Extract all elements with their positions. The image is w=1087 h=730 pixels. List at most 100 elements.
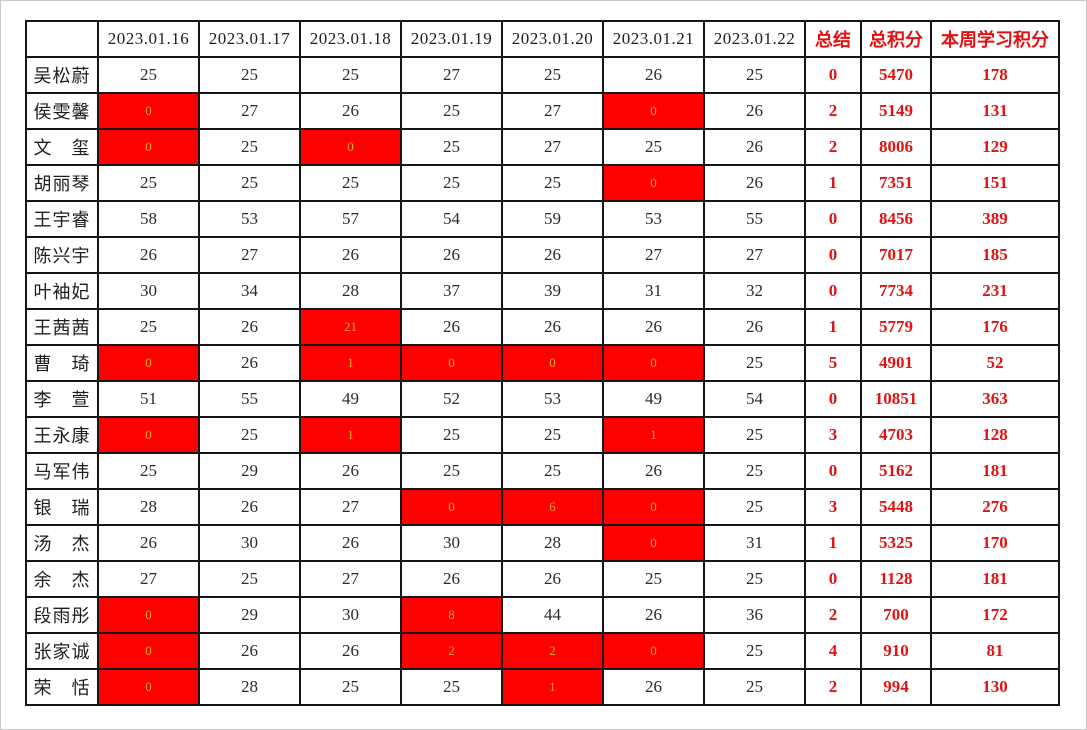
day-score-cell[interactable]: 26 — [400, 308, 503, 346]
day-score-cell[interactable]: 30 — [400, 524, 503, 562]
week-points-cell[interactable]: 52 — [930, 344, 1060, 382]
day-score-cell[interactable]: 36 — [703, 596, 806, 634]
day-score-cell-flagged[interactable]: 1 — [602, 416, 705, 454]
day-score-cell[interactable]: 25 — [97, 164, 200, 202]
total-points-cell[interactable]: 5162 — [860, 452, 932, 490]
day-score-cell-flagged[interactable]: 0 — [602, 344, 705, 382]
day-score-cell[interactable]: 26 — [703, 164, 806, 202]
corner-cell[interactable] — [25, 20, 99, 58]
student-name-cell[interactable]: 文 玺 — [25, 128, 99, 166]
week-points-cell[interactable]: 389 — [930, 200, 1060, 238]
day-score-cell[interactable]: 26 — [299, 632, 402, 670]
week-points-cell[interactable]: 170 — [930, 524, 1060, 562]
day-score-cell[interactable]: 26 — [602, 596, 705, 634]
summary-count-cell[interactable]: 2 — [804, 668, 862, 706]
day-score-cell[interactable]: 52 — [400, 380, 503, 418]
day-score-cell[interactable]: 27 — [198, 92, 301, 130]
total-points-cell[interactable]: 4703 — [860, 416, 932, 454]
day-score-cell[interactable]: 27 — [703, 236, 806, 274]
day-score-cell[interactable]: 25 — [198, 164, 301, 202]
day-score-cell[interactable]: 25 — [400, 668, 503, 706]
week-points-cell[interactable]: 130 — [930, 668, 1060, 706]
day-score-cell-flagged[interactable]: 0 — [299, 128, 402, 166]
day-score-cell-flagged[interactable]: 6 — [501, 488, 604, 526]
day-score-cell[interactable]: 25 — [97, 56, 200, 94]
student-name-cell[interactable]: 银 瑞 — [25, 488, 99, 526]
day-score-cell[interactable]: 26 — [501, 308, 604, 346]
summary-count-cell[interactable]: 0 — [804, 236, 862, 274]
week-points-cell[interactable]: 131 — [930, 92, 1060, 130]
week-points-cell[interactable]: 176 — [930, 308, 1060, 346]
day-score-cell-flagged[interactable]: 0 — [602, 164, 705, 202]
day-score-cell-flagged[interactable]: 1 — [299, 416, 402, 454]
day-score-cell[interactable]: 27 — [299, 560, 402, 598]
day-score-cell[interactable]: 53 — [602, 200, 705, 238]
day-score-cell-flagged[interactable]: 0 — [97, 668, 200, 706]
day-score-cell[interactable]: 28 — [97, 488, 200, 526]
summary-count-cell[interactable]: 4 — [804, 632, 862, 670]
total-points-cell[interactable]: 5448 — [860, 488, 932, 526]
day-score-cell[interactable]: 55 — [703, 200, 806, 238]
summary-count-cell[interactable]: 0 — [804, 272, 862, 310]
day-score-cell[interactable]: 53 — [198, 200, 301, 238]
date-column-header[interactable]: 2023.01.19 — [400, 20, 503, 58]
day-score-cell[interactable]: 25 — [602, 128, 705, 166]
day-score-cell[interactable]: 34 — [198, 272, 301, 310]
day-score-cell[interactable]: 25 — [198, 416, 301, 454]
day-score-cell[interactable]: 25 — [703, 668, 806, 706]
student-name-cell[interactable]: 张家诚 — [25, 632, 99, 670]
date-column-header[interactable]: 2023.01.21 — [602, 20, 705, 58]
student-name-cell[interactable]: 王茜茜 — [25, 308, 99, 346]
day-score-cell[interactable]: 26 — [400, 236, 503, 274]
day-score-cell[interactable]: 28 — [299, 272, 402, 310]
day-score-cell[interactable]: 25 — [703, 488, 806, 526]
total-points-cell[interactable]: 4901 — [860, 344, 932, 382]
day-score-cell-flagged[interactable]: 0 — [97, 416, 200, 454]
total-points-cell[interactable]: 5325 — [860, 524, 932, 562]
day-score-cell[interactable]: 54 — [400, 200, 503, 238]
day-score-cell[interactable]: 58 — [97, 200, 200, 238]
summary-count-cell[interactable]: 3 — [804, 488, 862, 526]
day-score-cell[interactable]: 25 — [703, 452, 806, 490]
day-score-cell[interactable]: 25 — [602, 560, 705, 598]
day-score-cell[interactable]: 55 — [198, 380, 301, 418]
day-score-cell-flagged[interactable]: 2 — [501, 632, 604, 670]
day-score-cell[interactable]: 25 — [400, 92, 503, 130]
week-points-cell[interactable]: 151 — [930, 164, 1060, 202]
student-name-cell[interactable]: 胡丽琴 — [25, 164, 99, 202]
day-score-cell[interactable]: 51 — [97, 380, 200, 418]
day-score-cell[interactable]: 26 — [703, 308, 806, 346]
student-name-cell[interactable]: 陈兴宇 — [25, 236, 99, 274]
student-name-cell[interactable]: 吴松蔚 — [25, 56, 99, 94]
day-score-cell[interactable]: 25 — [198, 128, 301, 166]
week-points-cell[interactable]: 231 — [930, 272, 1060, 310]
day-score-cell[interactable]: 26 — [97, 524, 200, 562]
total-points-cell[interactable]: 7734 — [860, 272, 932, 310]
day-score-cell[interactable]: 25 — [501, 416, 604, 454]
date-column-header[interactable]: 2023.01.17 — [198, 20, 301, 58]
day-score-cell[interactable]: 25 — [703, 56, 806, 94]
day-score-cell-flagged[interactable]: 0 — [97, 92, 200, 130]
week-points-cell[interactable]: 363 — [930, 380, 1060, 418]
day-score-cell[interactable]: 26 — [299, 92, 402, 130]
day-score-cell-flagged[interactable]: 0 — [602, 488, 705, 526]
day-score-cell[interactable]: 31 — [602, 272, 705, 310]
day-score-cell[interactable]: 27 — [501, 128, 604, 166]
date-column-header[interactable]: 2023.01.20 — [501, 20, 604, 58]
total-points-cell[interactable]: 8456 — [860, 200, 932, 238]
day-score-cell[interactable]: 25 — [198, 560, 301, 598]
summary-count-cell[interactable]: 3 — [804, 416, 862, 454]
day-score-cell[interactable]: 25 — [97, 308, 200, 346]
day-score-cell-flagged[interactable]: 0 — [97, 344, 200, 382]
total-points-column-header[interactable]: 总积分 — [860, 20, 932, 58]
day-score-cell[interactable]: 54 — [703, 380, 806, 418]
student-name-cell[interactable]: 荣 恬 — [25, 668, 99, 706]
total-points-cell[interactable]: 7351 — [860, 164, 932, 202]
date-column-header[interactable]: 2023.01.16 — [97, 20, 200, 58]
day-score-cell[interactable]: 53 — [501, 380, 604, 418]
day-score-cell-flagged[interactable]: 8 — [400, 596, 503, 634]
day-score-cell[interactable]: 26 — [299, 452, 402, 490]
day-score-cell-flagged[interactable]: 1 — [299, 344, 402, 382]
day-score-cell[interactable]: 25 — [501, 452, 604, 490]
student-name-cell[interactable]: 叶袖妃 — [25, 272, 99, 310]
